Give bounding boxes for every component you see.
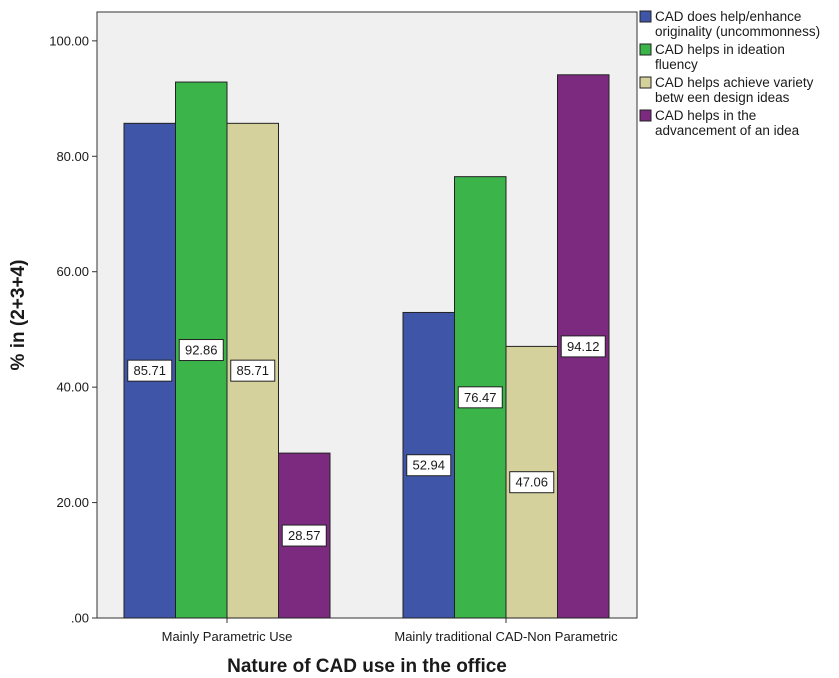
legend-label: originality (uncommonness) [655, 24, 820, 39]
y-tick-label: 100.00 [49, 33, 89, 48]
legend-label: fluency [655, 57, 698, 72]
data-label: 85.71 [133, 363, 166, 378]
data-label-box [509, 471, 555, 494]
data-label-box [406, 454, 452, 477]
data-labels: 85.71 92.86 85.71 28.57 52.94 76.47 47.06 94.12 [127, 335, 606, 547]
data-label: 47.06 [515, 475, 548, 490]
data-label: 92.86 [185, 343, 218, 358]
legend-label: CAD does help/enhance [655, 9, 801, 24]
y-tick-label: 80.00 [56, 149, 89, 164]
legend-swatch [639, 43, 652, 56]
data-label-box [560, 335, 606, 358]
x-axis: Mainly Parametric Use Mainly traditional … [162, 618, 618, 644]
legend-swatch [639, 76, 652, 89]
legend-swatch [639, 109, 652, 122]
data-label: 85.71 [236, 363, 269, 378]
data-label: 76.47 [464, 390, 497, 405]
y-tick-label: 20.00 [56, 495, 89, 510]
legend-label: CAD helps in ideation [655, 42, 785, 57]
y-tick-label: 60.00 [56, 264, 89, 279]
data-label: 94.12 [567, 339, 600, 354]
y-axis: .00 20.00 40.00 60.00 80.00 100.00 [49, 33, 97, 626]
data-label: 28.57 [288, 528, 321, 543]
data-label-box [127, 359, 173, 382]
y-tick-label: 40.00 [56, 380, 89, 395]
legend-label: advancement of an idea [655, 123, 800, 138]
y-axis-title: % in (2+3+4) [8, 260, 29, 371]
y-tick-label: .00 [71, 611, 89, 626]
legend-label: betw een design ideas [655, 90, 790, 105]
legend-label: CAD helps achieve variety [655, 75, 814, 90]
legend-swatch [639, 10, 652, 23]
data-label-box [178, 339, 224, 362]
x-axis-title: Nature of CAD use in the office [227, 656, 507, 677]
data-label-box [281, 524, 327, 547]
data-label: 52.94 [412, 458, 445, 473]
data-label-box [230, 359, 276, 382]
x-tick-label: Mainly Parametric Use [162, 629, 293, 644]
data-label-box [457, 386, 503, 409]
x-tick-label: Mainly traditional CAD-Non Parametric [394, 629, 618, 644]
legend-label: CAD helps in the [655, 108, 756, 123]
